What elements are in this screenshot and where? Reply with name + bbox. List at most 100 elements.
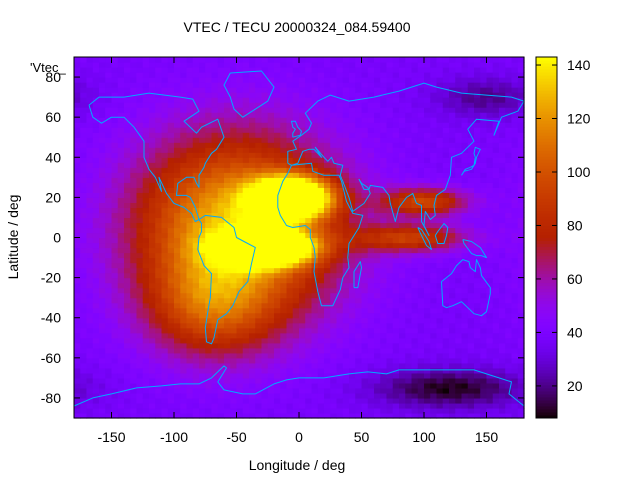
heatmap-cell [211, 167, 219, 173]
heatmap-cell [255, 257, 263, 264]
heatmap-cell [242, 157, 250, 163]
heatmap-cell [80, 162, 88, 168]
heatmap-cell [492, 232, 500, 239]
heatmap-cell [330, 142, 338, 148]
heatmap-cell [249, 352, 256, 359]
heatmap-cell [174, 162, 181, 168]
heatmap-cell [430, 187, 438, 193]
heatmap-cell [224, 87, 231, 93]
heatmap-cell [174, 287, 181, 294]
heatmap-cell [324, 237, 331, 244]
heatmap-cell [192, 162, 200, 168]
heatmap-cell [430, 242, 438, 249]
heatmap-cell [317, 57, 325, 63]
heatmap-cell [261, 127, 269, 133]
heatmap-cell [111, 92, 119, 98]
heatmap-cell [149, 357, 156, 364]
heatmap-cell [242, 382, 250, 389]
heatmap-cell [480, 107, 488, 113]
heatmap-cell [224, 117, 231, 123]
heatmap-cell [105, 297, 113, 304]
heatmap-cell [86, 182, 94, 188]
heatmap-cell [224, 212, 231, 219]
heatmap-cell [492, 347, 500, 354]
heatmap-cell [99, 262, 106, 269]
heatmap-cell [92, 142, 100, 148]
heatmap-cell [174, 57, 181, 63]
heatmap-cell [392, 392, 400, 399]
heatmap-cell [124, 342, 131, 349]
heatmap-cell [411, 357, 419, 364]
heatmap-cell [380, 162, 388, 168]
heatmap-cell [436, 327, 444, 334]
heatmap-cell [299, 412, 306, 419]
heatmap-cell [230, 392, 238, 399]
heatmap-cell [474, 82, 481, 88]
heatmap-cell [417, 322, 425, 329]
heatmap-cell [436, 347, 444, 354]
heatmap-cell [317, 362, 325, 369]
heatmap-cell [236, 292, 244, 299]
heatmap-cell [355, 247, 363, 254]
heatmap-cell [336, 102, 344, 108]
heatmap-cell [149, 132, 156, 138]
heatmap-cell [99, 192, 106, 198]
heatmap-cell [217, 57, 225, 63]
heatmap-cell [242, 377, 250, 384]
heatmap-cell [149, 217, 156, 224]
heatmap-cell [186, 392, 194, 399]
heatmap-cell [86, 142, 94, 148]
heatmap-cell [305, 397, 313, 404]
heatmap-cell [342, 287, 350, 294]
heatmap-cell [324, 57, 331, 63]
heatmap-cell [155, 252, 163, 259]
heatmap-cell [292, 87, 300, 93]
heatmap-cell [205, 202, 213, 209]
heatmap-cell [261, 292, 269, 299]
heatmap-cell [267, 282, 275, 289]
heatmap-cell [442, 267, 450, 274]
heatmap-cell [261, 207, 269, 214]
heatmap-cell [405, 362, 413, 369]
heatmap-cell [299, 177, 306, 183]
heatmap-cell [130, 207, 138, 214]
heatmap-cell [436, 232, 444, 239]
heatmap-cell [442, 162, 450, 168]
heatmap-cell [155, 412, 163, 419]
heatmap-cell [355, 82, 363, 88]
heatmap-cell [249, 307, 256, 314]
heatmap-cell [149, 172, 156, 178]
heatmap-cell [99, 102, 106, 108]
heatmap-cell [161, 157, 169, 163]
heatmap-cell [74, 112, 81, 118]
heatmap-cell [80, 287, 88, 294]
heatmap-cell [486, 57, 494, 63]
heatmap-cell [105, 242, 113, 249]
heatmap-cell [124, 347, 131, 354]
heatmap-cell [255, 187, 263, 193]
heatmap-cell [424, 167, 431, 173]
heatmap-cell [161, 207, 169, 214]
heatmap-cell [305, 377, 313, 384]
heatmap-cell [92, 237, 100, 244]
heatmap-cell [217, 317, 225, 324]
heatmap-cell [430, 247, 438, 254]
heatmap-cell [249, 132, 256, 138]
heatmap-cell [261, 117, 269, 123]
heatmap-cell [136, 157, 144, 163]
heatmap-cell [311, 397, 319, 404]
heatmap-cell [117, 182, 125, 188]
heatmap-cell [486, 122, 494, 128]
heatmap-cell [117, 57, 125, 63]
heatmap-cell [92, 122, 100, 128]
heatmap-cell [105, 117, 113, 123]
heatmap-cell [442, 297, 450, 304]
heatmap-cell [405, 57, 413, 63]
heatmap-cell [499, 147, 506, 153]
heatmap-cell [211, 112, 219, 118]
heatmap-cell [161, 117, 169, 123]
heatmap-cell [455, 247, 463, 254]
heatmap-cell [136, 347, 144, 354]
heatmap-cell [174, 167, 181, 173]
heatmap-cell [342, 342, 350, 349]
